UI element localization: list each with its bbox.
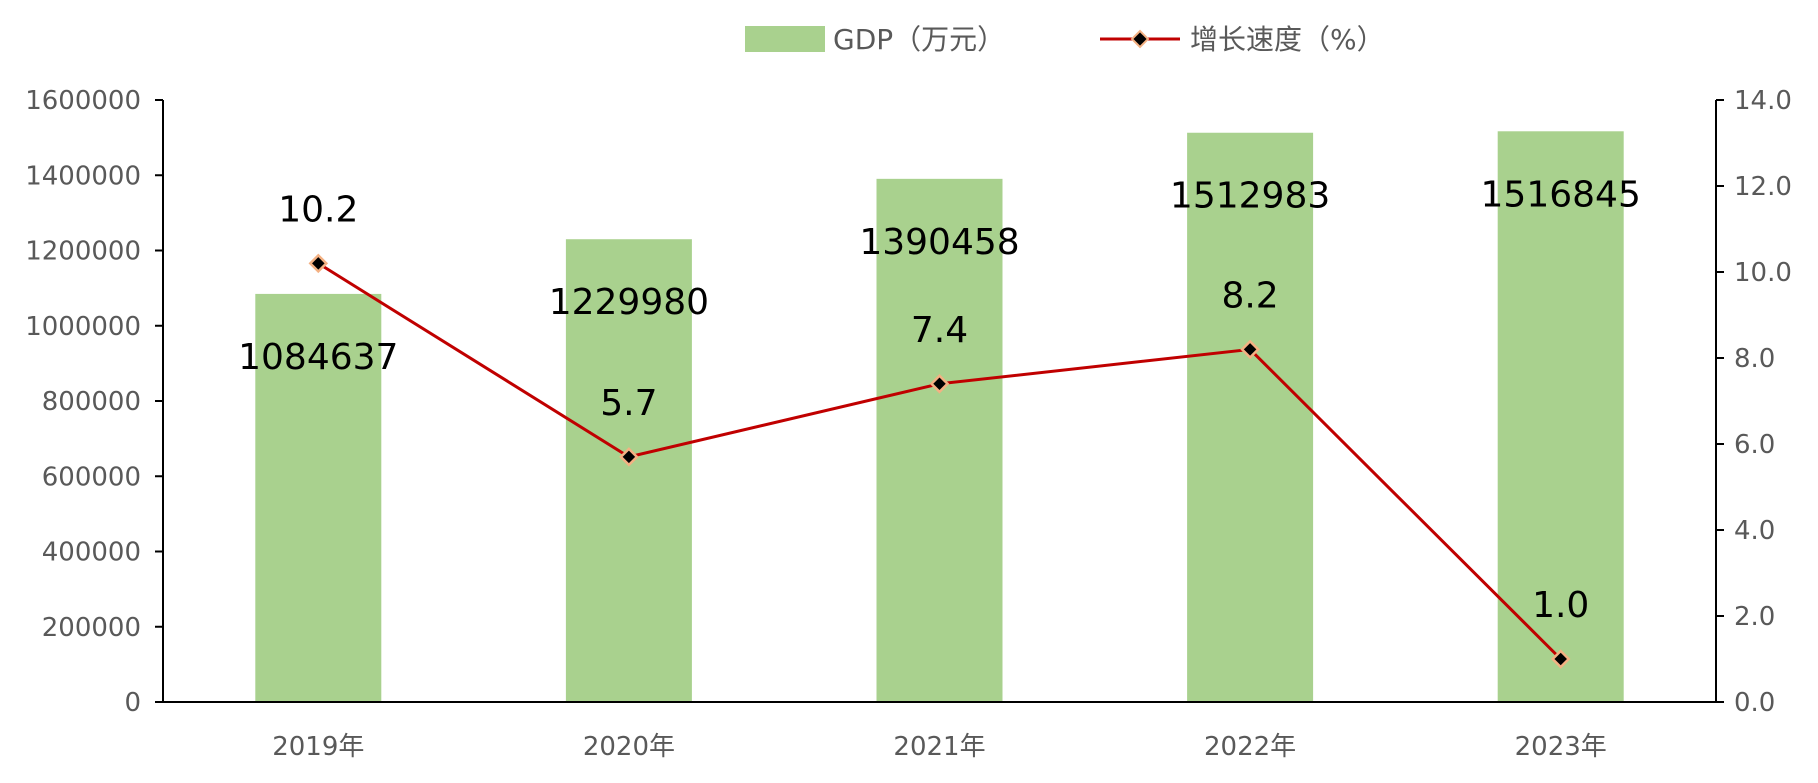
bar-value-label: 1229980 [549,282,709,323]
legend-bar-label: GDP（万元） [833,23,1005,56]
bar-2022年 [1187,132,1314,703]
bar-2021年 [876,178,1003,702]
left-tick-label: 1200000 [25,237,141,267]
x-tick-label: 2021年 [893,732,985,762]
x-tick-label: 2022年 [1204,732,1296,762]
left-tick-label: 1400000 [25,161,141,191]
bars [255,131,1624,703]
line-value-label: 5.7 [600,383,657,424]
bar-2020年 [565,239,692,702]
bar-value-label: 1084637 [238,337,398,378]
line-value-labels: 10.2 5.7 7.4 8.2 1.0 [278,189,1589,626]
right-tick-label: 14.0 [1734,86,1792,116]
growth-marker-2023年 [1550,649,1571,669]
growth-line-layer [308,253,1571,669]
x-tick-labels: 2019年 2020年 2021年 2022年 2023年 [272,732,1607,762]
line-value-label: 7.4 [911,310,968,351]
bar-value-label: 1516845 [1481,174,1641,215]
bar-value-labels: 1084637 1229980 1390458 1512983 1516845 [238,174,1641,378]
right-tick-label: 12.0 [1734,172,1792,202]
right-tick-label: 10.0 [1734,258,1792,288]
bar-2019年 [255,293,382,702]
left-tick-label: 800000 [42,387,141,417]
right-y-ticks: 0.0 2.0 4.0 6.0 8.0 10.0 12.0 14.0 [1716,86,1792,718]
right-tick-label: 8.0 [1734,344,1775,374]
legend-bar-swatch [745,26,825,52]
right-tick-label: 0.0 [1734,688,1775,718]
growth-marker-2022年 [1240,339,1260,360]
legend-line-label: 增长速度（%） [1190,23,1385,56]
left-tick-label: 200000 [42,613,141,643]
x-tick-label: 2020年 [583,732,675,762]
left-tick-label: 1000000 [25,312,141,342]
line-value-label: 1.0 [1532,585,1589,626]
x-tick-label: 2023年 [1515,732,1607,762]
growth-marker-2019年 [308,253,329,274]
right-tick-label: 2.0 [1734,602,1775,632]
bar-value-label: 1512983 [1170,176,1330,217]
legend-line-marker [1130,29,1150,49]
growth-marker-2021年 [929,374,950,394]
right-tick-label: 4.0 [1734,516,1775,546]
line-value-label: 8.2 [1221,275,1278,316]
left-tick-label: 400000 [42,538,141,568]
x-tick-label: 2019年 [272,732,364,762]
left-tick-label: 1600000 [25,86,141,116]
bar-value-label: 1390458 [859,222,1019,263]
left-tick-label: 0 [124,688,141,718]
right-tick-label: 6.0 [1734,430,1775,460]
left-y-ticks: 0 200000 400000 600000 800000 1000000 1200000 1… [25,86,163,718]
left-tick-label: 600000 [42,462,141,492]
legend: GDP（万元） 增长速度（%） [745,23,1385,56]
bar-2023年 [1497,131,1624,703]
growth-marker-2020年 [619,447,639,467]
line-value-label: 10.2 [278,189,358,230]
